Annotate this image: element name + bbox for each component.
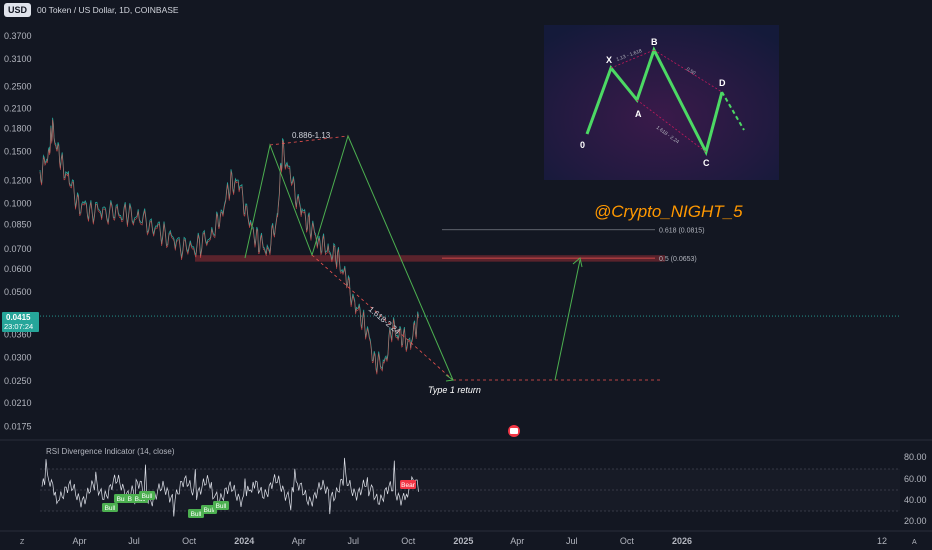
rsi-axis-40: 40.00	[904, 495, 927, 505]
fib-label: 0.5 (0.0653)	[659, 256, 697, 263]
y-tick-label: 0.1000	[4, 199, 32, 209]
rsi-title: RSI Divergence Indicator (14, close)	[46, 447, 175, 456]
y-tick-label: 0.1200	[4, 175, 32, 185]
bull-signal-badge: Bull	[139, 491, 155, 500]
symbol-title: 00 Token / US Dollar, 1D, COINBASE	[37, 5, 179, 15]
currency-button[interactable]: USD	[4, 3, 32, 17]
type-return-label: Type 1 return	[428, 385, 481, 395]
x-tick-label: Oct	[620, 536, 635, 546]
axis-auto-icon[interactable]: A	[912, 539, 917, 546]
rsi-line	[41, 457, 419, 517]
x-tick-label: Apr	[292, 536, 306, 546]
price-series-line-shadow	[39, 119, 419, 375]
x-tick-label: 2025	[453, 536, 473, 546]
y-tick-label: 0.3100	[4, 54, 32, 64]
y-tick-label: 0.0175	[4, 422, 32, 432]
rsi-signals: BullBullBullBullBullBullBullBullBear	[102, 480, 416, 518]
bear-signal-badge: Bear	[400, 480, 416, 489]
svg-text:Bull: Bull	[105, 505, 116, 512]
y-tick-label: 0.0300	[4, 353, 32, 363]
y-tick-label: 0.0360	[4, 329, 32, 339]
header-bar: USD 00 Token / US Dollar, 1D, COINBASE	[0, 0, 932, 20]
inset-ratio-bd: 0.50	[685, 67, 697, 77]
x-tick-label: Oct	[401, 536, 416, 546]
rsi-axis-20: 20.00	[904, 516, 927, 526]
rsi-panel: RSI Divergence Indicator (14, close) 80.…	[40, 447, 927, 526]
y-tick-label: 0.0500	[4, 287, 32, 297]
rsi-axis: 80.00 60.00 40.00 20.00	[904, 452, 927, 526]
bull-signal-badge: Bull	[102, 503, 118, 512]
time-axis: Apr Jul Oct 2024 Apr Jul Oct 2025 Apr Jul Oct 2026 1…	[73, 536, 888, 546]
y-tick-label: 0.0250	[4, 376, 32, 386]
rsi-axis-80: 80.00	[904, 452, 927, 462]
x-tick-label: 2024	[234, 536, 254, 546]
harmonic-pattern	[244, 134, 662, 382]
y-tick-label: 0.0210	[4, 398, 32, 408]
svg-text:Bull: Bull	[204, 507, 215, 514]
y-axis: 0.3700 0.3100 0.2500 0.2100 0.1800 0.1500 0.12…	[4, 31, 32, 431]
x-tick-label: Jul	[347, 536, 359, 546]
svg-text:Bull: Bull	[216, 503, 227, 510]
price-tag-countdown: 23:07:24	[4, 322, 33, 331]
pattern-inset: 0 X A B C D 1.13 - 1.618 0.50 1.618 - 2.…	[544, 25, 779, 180]
ratio-top-label: 0.886-1.13	[292, 131, 331, 140]
watermark-text: @Crypto_NIGHT_5	[594, 202, 743, 221]
svg-text:Bull: Bull	[142, 493, 153, 500]
inset-label-b: B	[651, 37, 658, 47]
price-tag: 0.0415 23:07:24	[2, 312, 39, 332]
x-tick-label: Apr	[510, 536, 524, 546]
y-tick-label: 0.2100	[4, 104, 32, 114]
fib-label: 0.618 (0.0815)	[659, 228, 705, 235]
svg-text:Bear: Bear	[401, 482, 416, 489]
inset-label-a: A	[635, 109, 642, 119]
x-tick-label: Apr	[73, 536, 87, 546]
inset-label-d: D	[719, 78, 726, 88]
price-tag-value: 0.0415	[6, 313, 31, 322]
y-tick-label: 0.1500	[4, 147, 32, 157]
event-flag-icon[interactable]	[508, 425, 520, 437]
y-tick-label: 0.3700	[4, 31, 32, 41]
fib-levels: 0.618 (0.0815) 0.5 (0.0653)	[442, 228, 705, 263]
x-tick-label: 12	[877, 536, 887, 546]
support-zone	[195, 255, 665, 262]
rsi-axis-60: 60.00	[904, 474, 927, 484]
y-tick-label: 0.0600	[4, 264, 32, 274]
x-tick-label: Oct	[182, 536, 197, 546]
y-tick-label: 0.0700	[4, 244, 32, 254]
x-tick-label: Jul	[566, 536, 578, 546]
x-tick-label: Jul	[128, 536, 140, 546]
inset-label-c: C	[703, 158, 710, 168]
x-tick-label: 2026	[672, 536, 692, 546]
y-tick-label: 0.0850	[4, 219, 32, 229]
bull-signal-badge: Bull	[188, 509, 204, 518]
svg-text:Bull: Bull	[191, 511, 202, 518]
y-tick-label: 0.1800	[4, 123, 32, 133]
y-tick-label: 0.2500	[4, 81, 32, 91]
axis-z-icon[interactable]: Z	[20, 539, 25, 546]
bull-signal-badge: Bull	[213, 501, 229, 510]
svg-text:Bull: Bull	[117, 496, 128, 503]
inset-label-x: X	[606, 55, 612, 65]
inset-label-0: 0	[580, 140, 585, 150]
